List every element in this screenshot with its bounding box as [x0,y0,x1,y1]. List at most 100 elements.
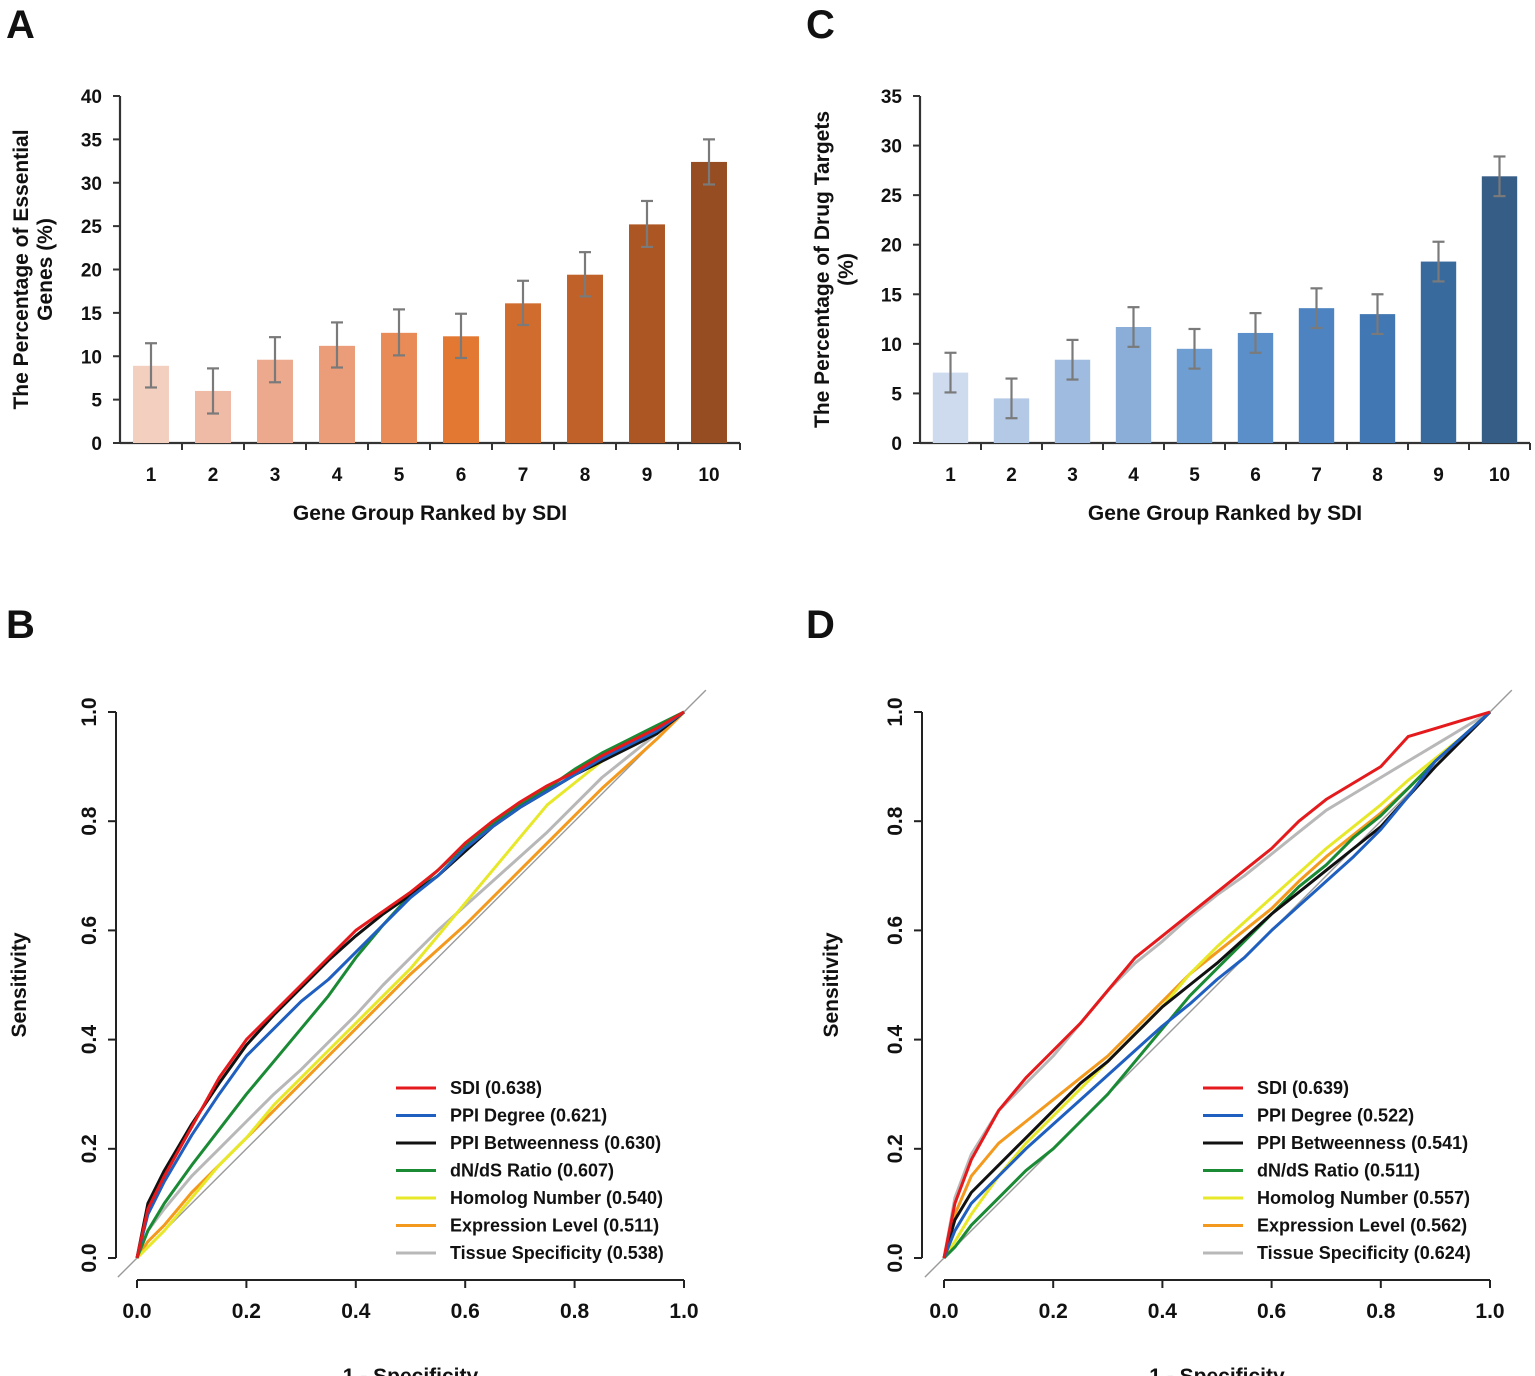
y-tick-label: 25 [81,217,103,238]
y-axis-title: Sensitivity [8,932,31,1037]
bar-group-9 [1420,261,1457,443]
x-axis-title: 1 - Specificity [343,1365,479,1376]
legend-entry: Expression Level (0.511) [450,1216,659,1236]
legend-name: PPI Degree [450,1106,545,1126]
diagonal-reference-line [117,689,707,1278]
x-tick-label-3: 3 [270,465,281,486]
legend-entry: Homolog Number (0.557) [1257,1188,1470,1208]
x-tick-label-1: 1 [146,465,157,486]
x-tick-label-4: 4 [332,465,343,486]
legend-entry: PPI Betweenness (0.630) [450,1133,661,1153]
legend-auc: (0.607) [557,1161,614,1181]
y-tick-label: 0.0 [78,1243,101,1272]
x-tick-label: 0.2 [232,1300,261,1323]
legend-auc: (0.511) [603,1216,659,1236]
x-tick-label: 0.8 [560,1300,590,1323]
x-axis-title: Gene Group Ranked by SDI [293,502,567,525]
roc-curve-ppi-degree [135,710,685,1259]
legend-auc: (0.621) [550,1106,607,1126]
legend-name: PPI Betweenness [1257,1133,1406,1153]
roc-curve-tissue-specificity [135,710,685,1259]
y-tick-label: 20 [81,261,102,282]
x-tick-label-5: 5 [1189,465,1200,486]
y-tick-label: 35 [881,87,903,108]
legend-entry: SDI (0.639) [1257,1078,1349,1098]
y-axis-title: The Percentage of Drug Targets(%) [811,111,858,428]
x-tick-label: 0.6 [451,1300,480,1323]
roc-curve-ppi-degree [942,710,1492,1259]
y-axis-title: The Percentage of EssentialGenes (%) [10,129,57,409]
legend-auc: (0.630) [604,1133,661,1153]
bar-group-9 [629,224,665,443]
y-axis-title: Sensitivity [820,932,843,1037]
bar-group-7 [1298,308,1335,443]
y-tick-label: 0.0 [884,1243,907,1272]
legend-auc: (0.541) [1411,1133,1468,1153]
legend-auc: (0.522) [1357,1106,1414,1126]
legend-name: SDI [450,1078,480,1098]
y-tick-label: 10 [81,347,102,368]
roc-curve-dn-ds-ratio [942,710,1492,1260]
x-tick-label-10: 10 [1489,465,1510,486]
y-tick-label: 0.4 [884,1025,907,1055]
x-tick-label-8: 8 [1372,465,1383,486]
legend-name: Tissue Specificity [1257,1243,1409,1263]
roc-curve-homolog-number [942,710,1492,1259]
y-tick-label: 35 [81,130,103,151]
panel-letter-b: B [6,603,35,647]
legend-entry: Tissue Specificity (0.538) [450,1243,664,1263]
y-tick-label: 30 [81,174,102,195]
x-tick-label-7: 7 [1311,465,1322,486]
panel-b-roc-chart: B 0.0 0.0 0.2 0.2 0.4 0.4 0.6 0.6 0.8 0.8 1.0 1.0 SD… [6,603,707,1376]
panel-c-bar-chart: C 0 5 10 15 20 25 30 35 1 2 3 4 5 6 7 8 9 10 Gene Group Ra… [806,3,1531,525]
y-tick-label: 20 [881,236,902,257]
y-tick-label: 1.0 [884,697,907,726]
legend-name: SDI [1257,1078,1287,1098]
y-tick-label: 0.4 [78,1025,101,1055]
legend-name: dN/dS Ratio [1257,1161,1359,1181]
x-tick-label-1: 1 [945,465,956,486]
legend-name: Homolog Number [450,1188,601,1208]
y-axis-title-line: The Percentage of Essential [10,129,33,409]
x-tick-label: 0.0 [122,1300,151,1323]
x-tick-label: 1.0 [669,1300,698,1323]
bar-group-10 [1481,176,1518,443]
roc-curve-expression-level [135,710,686,1259]
x-tick-label-5: 5 [394,465,405,486]
y-tick-label: 0 [891,434,902,455]
panel-d-roc-chart: D 0.0 0.0 0.2 0.2 0.4 0.4 0.6 0.6 0.8 0.8 1.0 1.0 SD… [806,603,1513,1376]
y-tick-label: 0.6 [78,916,101,945]
legend-name: PPI Degree [1257,1106,1352,1126]
legend-entry: PPI Betweenness (0.541) [1257,1133,1468,1153]
x-tick-label: 0.4 [341,1300,371,1323]
x-tick-label-9: 9 [1433,465,1444,486]
y-tick-label: 5 [891,384,902,405]
legend-name: Homolog Number [1257,1188,1408,1208]
x-tick-label-9: 9 [642,465,653,486]
roc-curve-homolog-number [135,710,685,1260]
legend-entry: Expression Level (0.562) [1257,1216,1467,1236]
legend-auc: (0.538) [607,1243,664,1263]
roc-curve-tissue-specificity [942,710,1491,1259]
y-tick-label: 30 [881,137,902,158]
legend-entry: PPI Degree (0.621) [450,1106,607,1126]
x-tick-label-10: 10 [698,465,719,486]
y-axis-title-line: (%) [835,253,858,286]
x-tick-label-6: 6 [456,465,467,486]
y-tick-label: 0.8 [884,806,907,836]
x-tick-label: 0.6 [1257,1300,1286,1323]
x-tick-label-6: 6 [1250,465,1261,486]
y-tick-label: 0.2 [78,1134,101,1163]
y-tick-label: 40 [81,87,102,108]
x-axis-title: Gene Group Ranked by SDI [1088,502,1362,525]
y-tick-label: 0.2 [884,1134,907,1163]
panel-a-bar-chart: A 0 5 10 15 20 25 30 35 40 1 2 3 4 5 6 7 8 9 10 Gene Group … [6,3,741,525]
x-tick-label-8: 8 [580,465,591,486]
x-tick-label: 0.0 [929,1300,958,1323]
bar-group-7 [505,303,541,443]
x-tick-label: 0.8 [1366,1300,1396,1323]
legend-entry: Homolog Number (0.540) [450,1188,663,1208]
panel-letter-a: A [6,3,35,47]
legend-entry: PPI Degree (0.522) [1257,1106,1414,1126]
y-tick-label: 15 [81,304,103,325]
